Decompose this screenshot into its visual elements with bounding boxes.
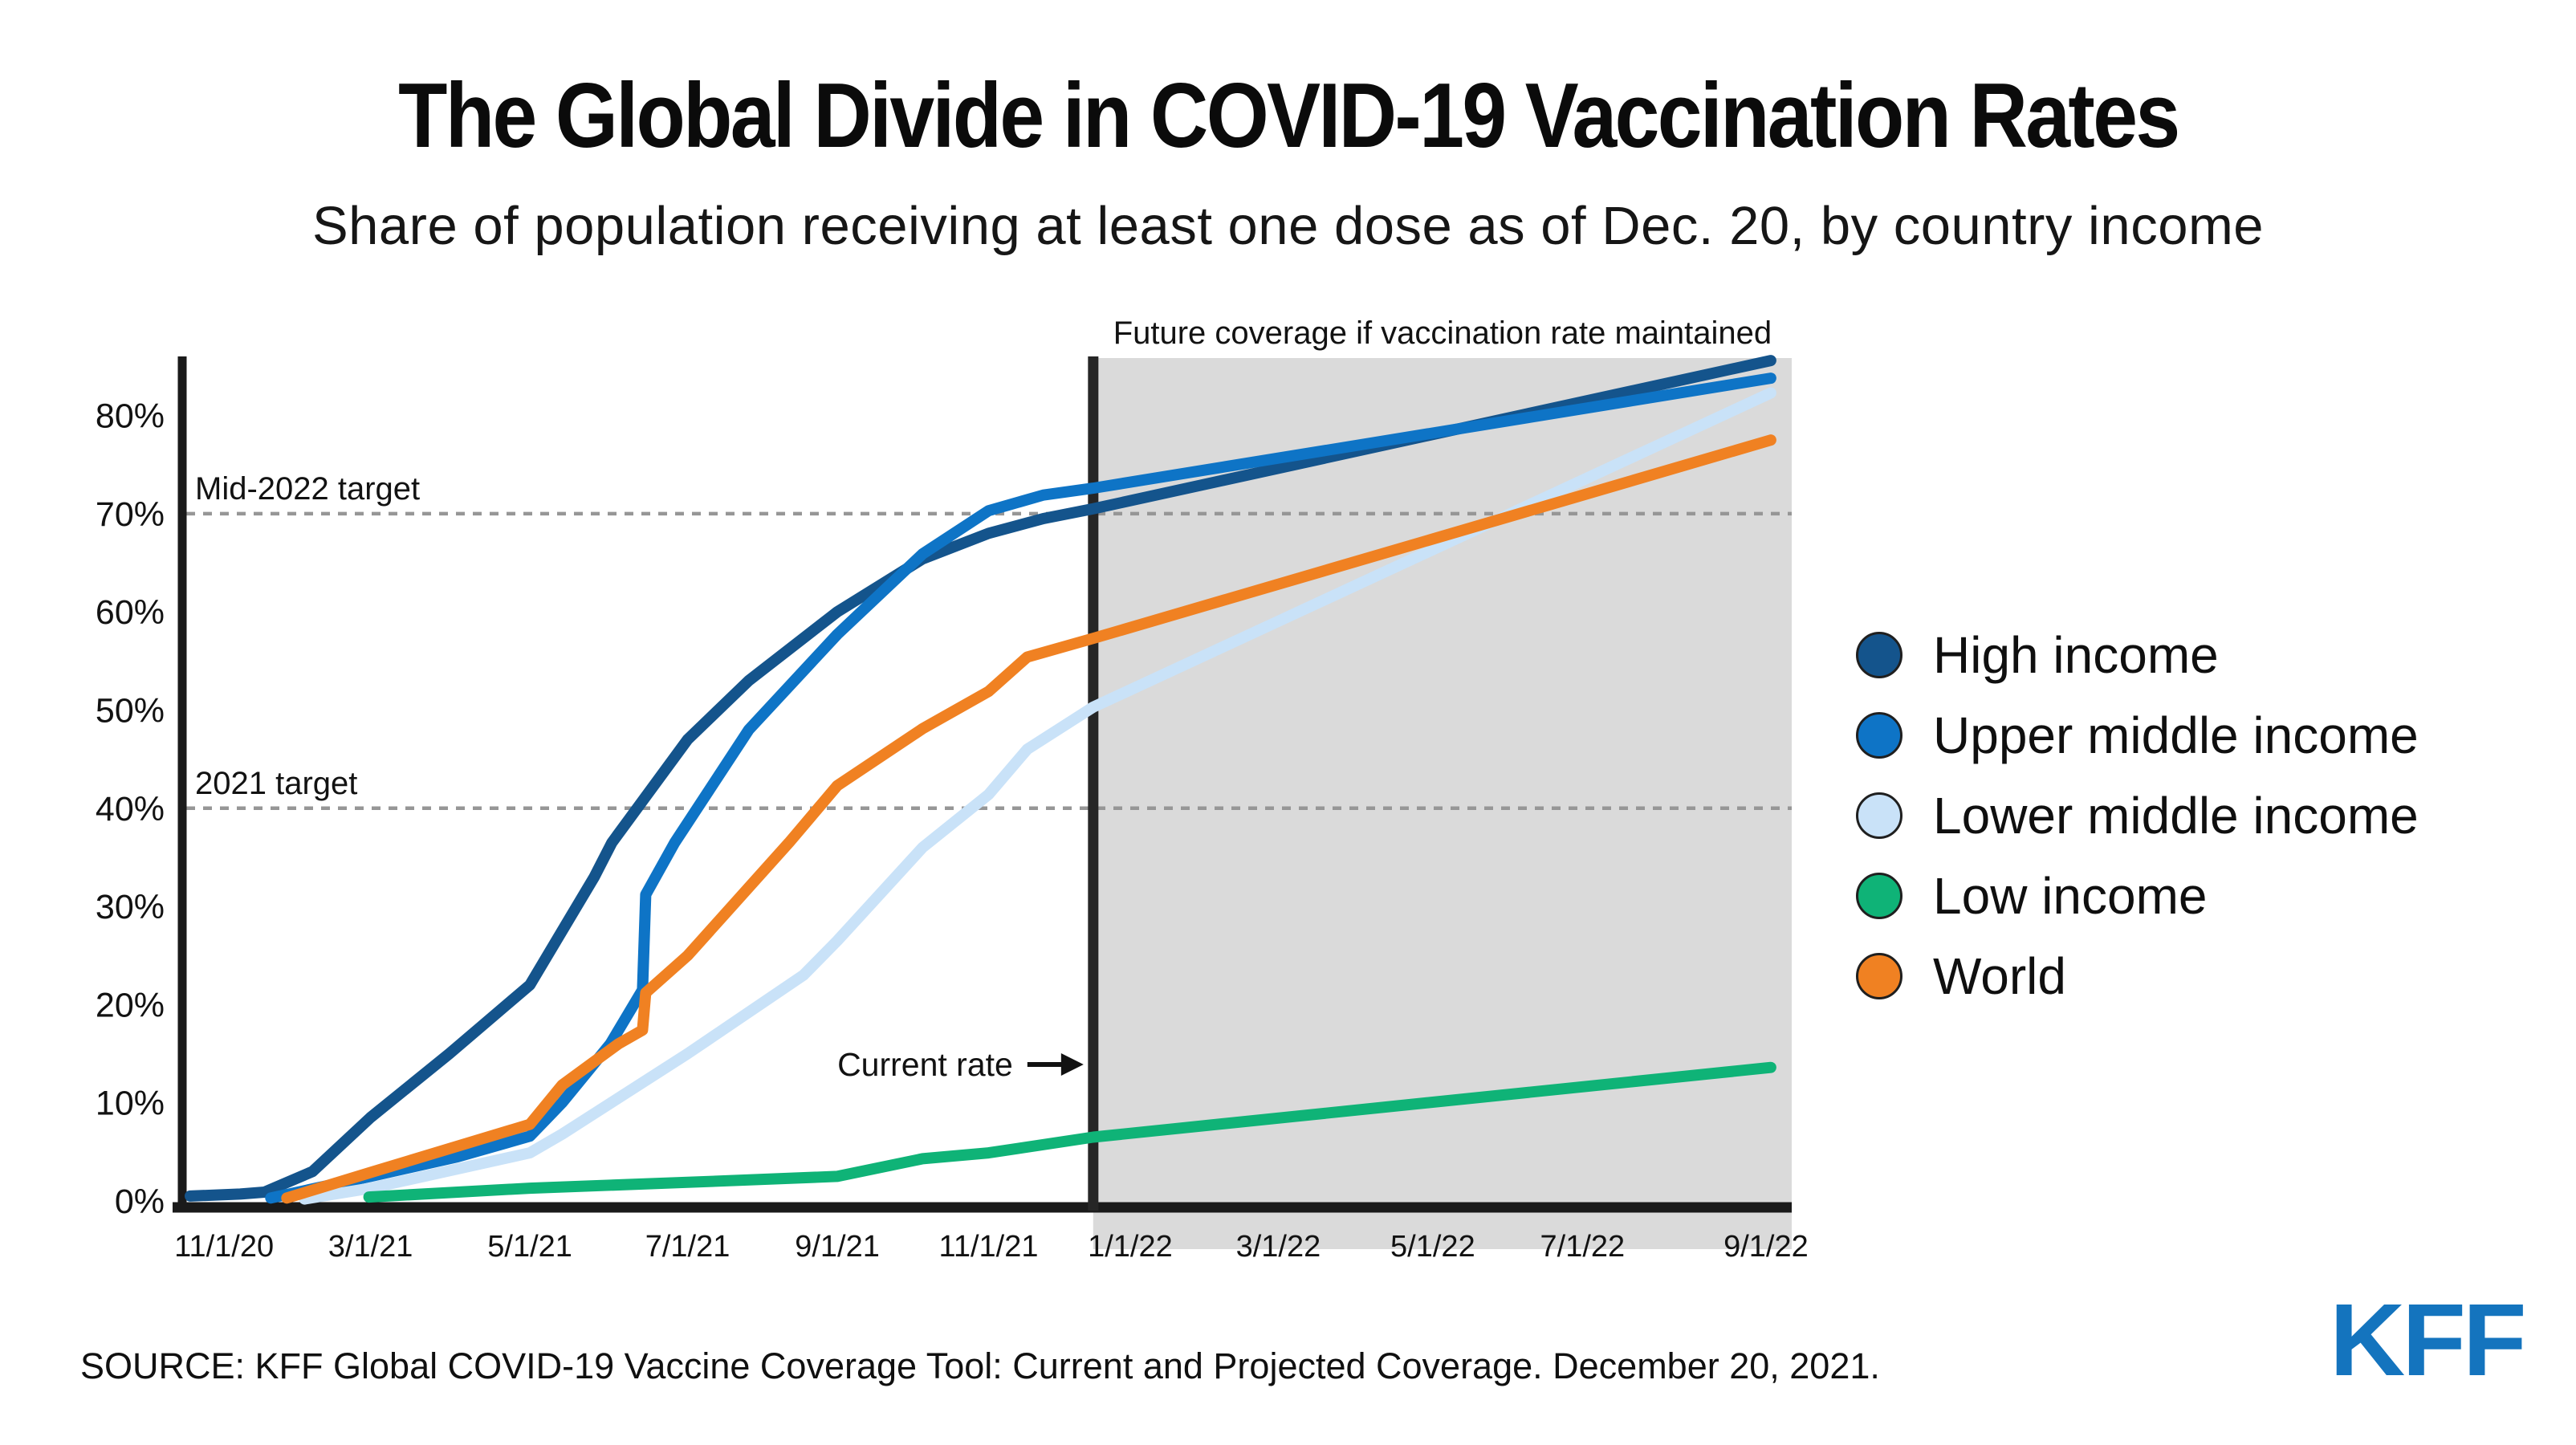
kff-logo: KFF xyxy=(2330,1283,2527,1398)
x-tick-label: 9/1/21 xyxy=(795,1230,880,1264)
current-rate-label: Current rate xyxy=(837,1046,1013,1083)
legend-swatch-icon xyxy=(1856,792,1902,839)
series-line-upper-middle-income xyxy=(265,372,1776,1204)
page-subtitle: Share of population receiving at least o… xyxy=(311,196,2265,256)
legend-swatch-icon xyxy=(1856,953,1902,999)
y-tick-label: 70% xyxy=(96,495,165,534)
legend-item-world: World xyxy=(1856,936,2419,1016)
source-note: SOURCE: KFF Global COVID-19 Vaccine Cove… xyxy=(80,1345,1880,1386)
legend-item-high-income: High income xyxy=(1856,615,2419,695)
x-tick-label: 7/1/21 xyxy=(645,1230,730,1264)
legend-label: Lower middle income xyxy=(1933,787,2419,845)
x-tick-label: 5/1/22 xyxy=(1390,1230,1475,1264)
chart-legend: High income Upper middle income Lower midd… xyxy=(1856,615,2419,1016)
y-tick-label: 30% xyxy=(96,888,165,926)
future-coverage-label: Future coverage if vaccination rate main… xyxy=(1113,315,1772,351)
y-tick-label: 50% xyxy=(96,692,165,731)
x-tick-label: 5/1/21 xyxy=(487,1230,572,1264)
legend-swatch-icon xyxy=(1856,632,1902,678)
legend-item-low-income: Low income xyxy=(1856,856,2419,936)
series-line-lower-middle-income xyxy=(299,387,1776,1205)
future-region xyxy=(1093,358,1792,1249)
x-tick-label: 7/1/22 xyxy=(1540,1230,1626,1264)
x-tick-label: 9/1/22 xyxy=(1723,1230,1809,1264)
x-tick-label: 3/1/22 xyxy=(1236,1230,1321,1264)
x-tick-label: 11/1/21 xyxy=(939,1230,1039,1264)
x-tick-label: 3/1/21 xyxy=(328,1230,413,1264)
page-title: The Global Divide in COVID-19 Vaccinatio… xyxy=(0,68,2576,165)
current-rate-arrow-head xyxy=(1060,1053,1084,1076)
legend-swatch-icon xyxy=(1856,873,1902,919)
y-tick-label: 10% xyxy=(96,1085,165,1123)
legend-label: Low income xyxy=(1933,867,2208,925)
legend-label: World xyxy=(1933,947,2066,1005)
y-tick-label: 60% xyxy=(96,593,165,632)
series-line-high-income xyxy=(185,355,1776,1202)
legend-label: Upper middle income xyxy=(1933,706,2419,764)
page-title-text: The Global Divide in COVID-19 Vaccinatio… xyxy=(397,65,2180,167)
legend-item-upper-middle-income: Upper middle income xyxy=(1856,695,2419,775)
legend-swatch-icon xyxy=(1856,712,1902,759)
legend-label: High income xyxy=(1933,626,2219,684)
y-tick-label: 0% xyxy=(115,1182,165,1221)
target_2021-label: 2021 target xyxy=(195,766,357,801)
y-tick-label: 40% xyxy=(96,790,165,828)
x-tick-label: 1/1/22 xyxy=(1088,1230,1173,1264)
series-line-world xyxy=(281,434,1776,1204)
mid2022_target-label: Mid-2022 target xyxy=(195,471,420,507)
y-tick-label: 20% xyxy=(96,986,165,1024)
y-tick-label: 80% xyxy=(96,397,165,436)
legend-item-lower-middle-income: Lower middle income xyxy=(1856,775,2419,856)
x-tick-label: 11/1/20 xyxy=(174,1230,274,1264)
series-line-low-income xyxy=(363,1061,1776,1203)
